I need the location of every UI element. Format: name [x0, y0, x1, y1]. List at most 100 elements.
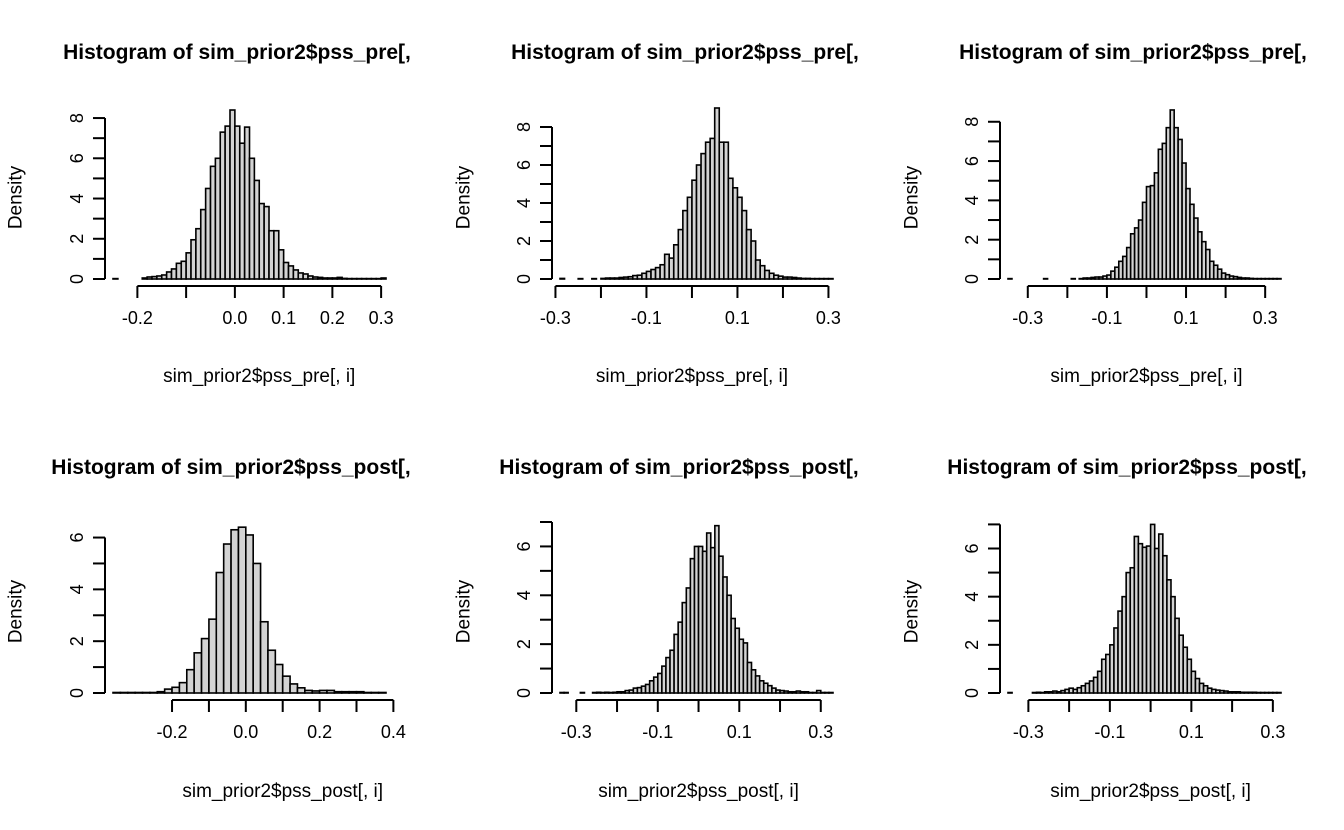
histogram-bar	[215, 571, 225, 694]
chart-title: Histogram of sim_prior2$pss_pre[,	[63, 41, 411, 64]
x-tick-label: 0.0	[233, 722, 258, 742]
histogram-bar	[200, 637, 210, 694]
x-tick-label: -0.3	[1012, 308, 1043, 328]
x-tick-label: -0.3	[1013, 722, 1044, 742]
histogram-bar	[304, 689, 314, 694]
x-tick-label: 0.3	[816, 308, 841, 328]
histogram-bar	[171, 686, 181, 694]
x-tick-label: -0.1	[1091, 308, 1122, 328]
histogram-bar	[230, 528, 240, 694]
y-tick-label: 6	[67, 533, 87, 543]
x-axis-label: sim_prior2$pss_post[, i]	[598, 781, 799, 802]
histogram-bar	[222, 543, 232, 694]
y-axis-label: Density	[6, 579, 27, 643]
histogram-bar	[252, 562, 262, 694]
histogram-bar	[370, 691, 380, 694]
chart-title: Histogram of sim_prior2$pss_post[,	[51, 456, 410, 479]
histogram-bar	[149, 691, 159, 694]
histogram-panel-1: Histogram of sim_prior2$pss_pre[, -0.2 0.0…	[6, 41, 411, 387]
y-axis-label: Density	[454, 579, 475, 643]
x-tick-label: 0.1	[727, 722, 752, 742]
y-tick-label: 6	[514, 541, 534, 551]
x-tick-label: -0.1	[631, 308, 662, 328]
histogram-bar	[281, 675, 291, 694]
y-tick-label: 2	[67, 234, 87, 244]
x-tick-label: 0.1	[1174, 308, 1199, 328]
histogram-bar	[296, 687, 306, 694]
histogram-bar	[348, 690, 358, 694]
histogram-bar	[267, 649, 277, 694]
x-tick-label: 0.1	[271, 308, 296, 328]
x-axis-label: sim_prior2$pss_post[, i]	[1050, 781, 1251, 802]
histogram-bar	[208, 618, 218, 694]
x-axis-label: sim_prior2$pss_pre[, i]	[596, 366, 788, 387]
chart-title: Histogram of sim_prior2$pss_post[,	[499, 456, 858, 479]
y-axis-label: Density	[902, 165, 923, 229]
histogram-bar	[193, 652, 203, 694]
histogram-panel-5: Histogram of sim_prior2$pss_post[, -0.3 -0…	[454, 456, 859, 802]
histogram-bar	[326, 689, 336, 694]
histogram-bar	[134, 691, 144, 694]
y-tick-label: 2	[514, 236, 534, 246]
y-axis-label: Density	[6, 165, 27, 229]
y-tick-label: 2	[67, 636, 87, 646]
y-tick-label: 6	[962, 156, 982, 166]
y-tick-label: 8	[962, 117, 982, 127]
x-tick-label: 0.3	[1253, 308, 1278, 328]
histogram-bar	[311, 690, 321, 694]
histogram-bar	[141, 691, 151, 694]
x-tick-label: 0.4	[381, 722, 406, 742]
x-tick-label: 0.3	[369, 308, 394, 328]
histogram-bar	[178, 681, 188, 694]
x-tick-label: 0.1	[725, 308, 750, 328]
x-tick-label: 0.2	[320, 308, 345, 328]
y-tick-label: 0	[514, 274, 534, 284]
histogram-bar	[156, 690, 166, 694]
y-tick-label: 2	[962, 640, 982, 650]
x-tick-label: 0.1	[1179, 722, 1204, 742]
x-tick-label: 0.3	[808, 722, 833, 742]
y-tick-label: 6	[67, 153, 87, 163]
histogram-bar	[363, 691, 373, 694]
y-tick-label: 4	[962, 592, 982, 602]
histogram-bar	[237, 526, 247, 694]
histogram-bar	[119, 691, 129, 694]
y-tick-label: 0	[514, 688, 534, 698]
x-tick-label: 0.3	[1260, 722, 1285, 742]
x-tick-label: -0.3	[540, 308, 571, 328]
histogram-panel-6: Histogram of sim_prior2$pss_post[, -0.3 -0…	[902, 456, 1307, 802]
histogram-bar	[318, 689, 328, 694]
y-tick-label: 2	[514, 639, 534, 649]
y-tick-label: 0	[962, 274, 982, 284]
y-tick-label: 4	[67, 194, 87, 204]
histogram-bar	[377, 691, 387, 694]
x-tick-label: -0.1	[1094, 722, 1125, 742]
x-tick-label: -0.1	[642, 722, 673, 742]
y-axis-label: Density	[454, 165, 475, 229]
y-tick-label: 4	[67, 584, 87, 594]
histogram-bar	[274, 663, 284, 694]
y-tick-label: 0	[67, 688, 87, 698]
histogram-bar	[185, 668, 195, 694]
histogram-bar	[126, 691, 136, 694]
histogram-bar	[112, 691, 122, 694]
histogram-bar	[380, 277, 387, 280]
histogram-panel-3: Histogram of sim_prior2$pss_pre[, -0.3 -0.…	[902, 41, 1307, 387]
y-tick-label: 6	[962, 543, 982, 553]
chart-title: Histogram of sim_prior2$pss_pre[,	[959, 41, 1307, 64]
y-tick-label: 0	[962, 688, 982, 698]
y-tick-label: 8	[514, 122, 534, 132]
histogram-bar	[355, 690, 365, 694]
x-axis-label: sim_prior2$pss_pre[, i]	[1050, 366, 1242, 387]
histogram-bar	[245, 534, 254, 694]
x-tick-label: 0.0	[222, 308, 247, 328]
y-tick-label: 8	[67, 113, 87, 123]
y-tick-label: 4	[514, 590, 534, 600]
y-tick-label: 2	[962, 235, 982, 245]
chart-title: Histogram of sim_prior2$pss_pre[,	[511, 41, 859, 64]
histogram-bar	[163, 688, 173, 694]
y-tick-label: 6	[514, 160, 534, 170]
x-tick-label: -0.2	[122, 308, 153, 328]
y-tick-label: 4	[962, 195, 982, 205]
